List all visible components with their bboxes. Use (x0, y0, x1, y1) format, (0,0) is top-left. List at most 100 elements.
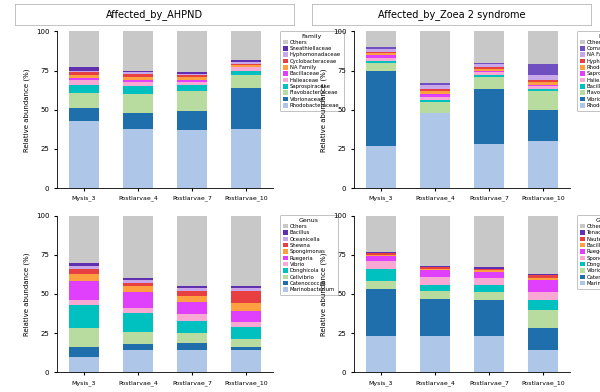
Bar (474, 278, 504, 285)
Bar (231, 327, 261, 339)
Bar (69, 71, 99, 72)
Bar (474, 72, 504, 75)
Bar (366, 55, 396, 58)
Bar (69, 93, 99, 108)
Bar (528, 141, 558, 188)
Bar (528, 292, 558, 300)
Bar (366, 58, 396, 61)
Bar (177, 31, 207, 72)
Bar (177, 321, 207, 333)
Bar (366, 31, 396, 47)
Bar (366, 63, 396, 71)
Bar (474, 31, 504, 63)
Bar (474, 300, 504, 336)
Bar (420, 285, 450, 291)
Bar (177, 130, 207, 188)
Bar (231, 288, 261, 291)
Bar (474, 270, 504, 272)
Bar (528, 274, 558, 275)
Bar (474, 69, 504, 71)
Bar (231, 303, 261, 311)
Bar (366, 71, 396, 146)
Bar (366, 289, 396, 336)
Text: Affected_by_AHPND: Affected_by_AHPND (106, 9, 203, 20)
Bar (123, 280, 153, 283)
Bar (420, 89, 450, 91)
Legend: Others, Tenacibaculum, Nautella, Bacillus, Ruegeria, Spongimonas, Donghicola, Vi: Others, Tenacibaculum, Nautella, Bacillu… (577, 215, 600, 289)
Bar (69, 263, 99, 266)
Bar (177, 72, 207, 74)
Bar (474, 75, 504, 77)
Bar (420, 100, 450, 102)
Bar (420, 270, 450, 277)
Bar (177, 286, 207, 288)
Bar (123, 86, 153, 94)
Bar (528, 86, 558, 89)
Bar (123, 31, 153, 71)
Bar (420, 31, 450, 83)
Bar (474, 63, 504, 64)
Bar (177, 77, 207, 80)
Legend: Others, Sneathiellaceae, Hyphomonadaceae, Cyclobacteraceae, NA Family, Bacillace: Others, Sneathiellaceae, Hyphomonadaceae… (280, 31, 344, 111)
Bar (177, 91, 207, 111)
Bar (474, 272, 504, 278)
Bar (528, 85, 558, 86)
Bar (420, 299, 450, 336)
Bar (177, 80, 207, 82)
Bar (474, 216, 504, 267)
Bar (177, 288, 207, 291)
Bar (231, 60, 261, 62)
Bar (231, 350, 261, 372)
Bar (366, 269, 396, 281)
Bar (123, 113, 153, 129)
Bar (528, 310, 558, 328)
Bar (123, 216, 153, 278)
Legend: Others, Comamonadaceae, NA Family, Hyphomonadaceae, Rhodobpiaceae, Saprospiracea: Others, Comamonadaceae, NA Family, Hypho… (577, 31, 600, 111)
Bar (69, 31, 99, 67)
Bar (528, 278, 558, 280)
Bar (474, 89, 504, 144)
Bar (366, 253, 396, 255)
Y-axis label: Relative abundance (%): Relative abundance (%) (24, 68, 31, 152)
Bar (528, 31, 558, 64)
Bar (474, 67, 504, 69)
Bar (474, 64, 504, 67)
Bar (123, 74, 153, 77)
Bar (420, 94, 450, 97)
Bar (69, 300, 99, 305)
Bar (69, 72, 99, 75)
Bar (420, 102, 450, 113)
Bar (69, 266, 99, 269)
Bar (474, 267, 504, 269)
Bar (231, 216, 261, 286)
Bar (69, 328, 99, 347)
Bar (366, 252, 396, 253)
Bar (366, 53, 396, 55)
Bar (528, 91, 558, 110)
Bar (123, 82, 153, 86)
Bar (366, 281, 396, 289)
Bar (420, 269, 450, 270)
Bar (366, 255, 396, 256)
Bar (366, 49, 396, 52)
Bar (69, 269, 99, 274)
Bar (69, 78, 99, 80)
Bar (177, 291, 207, 296)
Bar (420, 97, 450, 100)
Bar (69, 67, 99, 71)
Bar (231, 67, 261, 71)
Bar (231, 64, 261, 65)
Bar (366, 336, 396, 372)
Bar (123, 286, 153, 292)
Bar (177, 82, 207, 85)
Bar (123, 278, 153, 280)
Bar (474, 77, 504, 89)
Bar (123, 71, 153, 72)
Bar (231, 65, 261, 67)
Bar (528, 328, 558, 350)
Bar (474, 71, 504, 72)
Y-axis label: Relative abundance (%): Relative abundance (%) (321, 252, 328, 336)
Bar (231, 347, 261, 350)
Bar (177, 85, 207, 91)
Bar (528, 89, 558, 91)
